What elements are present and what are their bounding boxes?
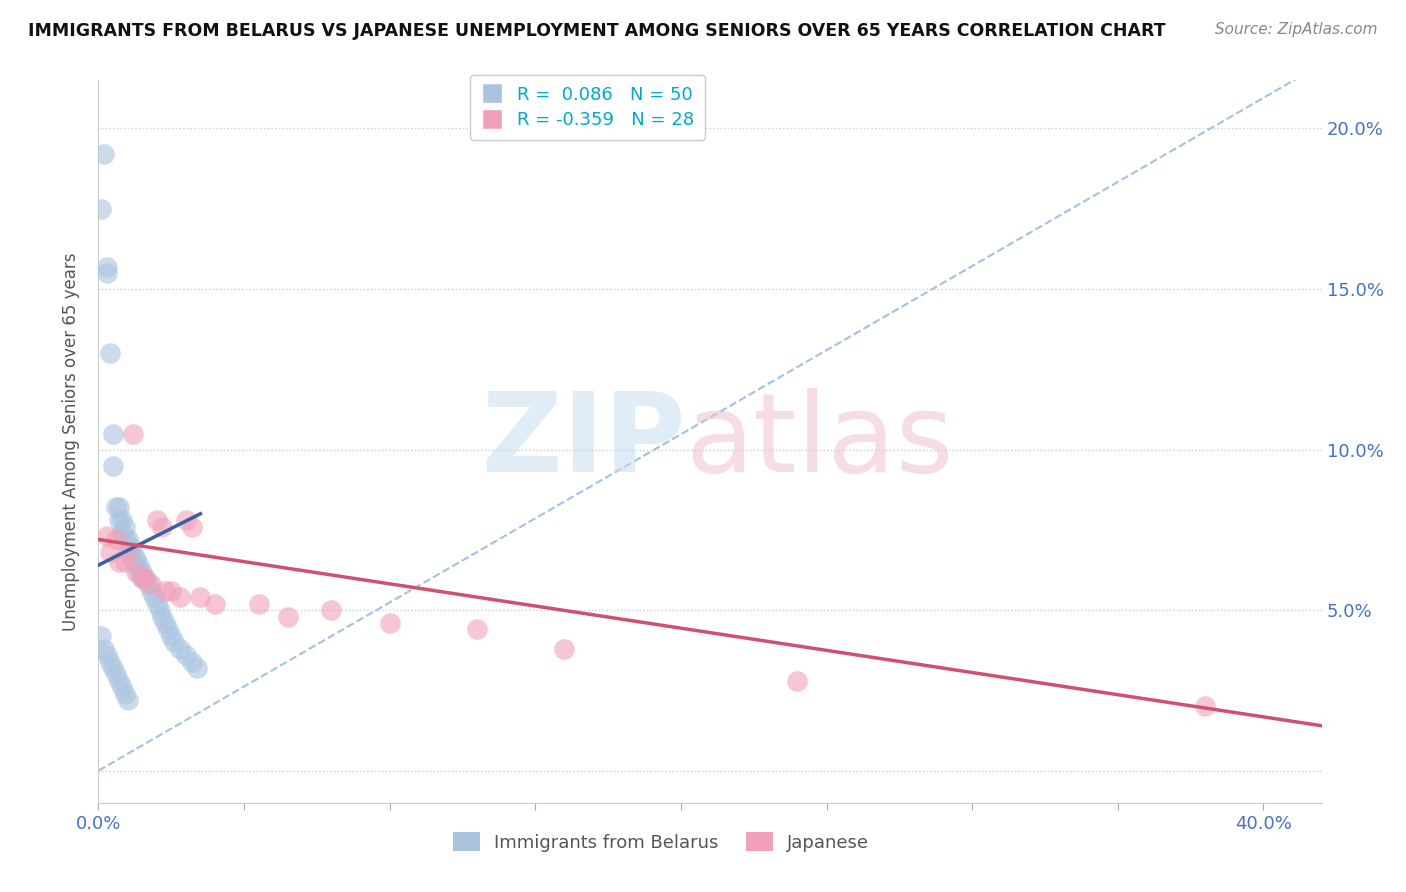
Point — [125, 558, 148, 573]
Point — [96, 260, 118, 274]
Point — [160, 583, 183, 598]
Point — [139, 583, 162, 598]
Point — [98, 655, 121, 669]
Point — [114, 533, 136, 547]
Point — [111, 680, 134, 694]
Point — [160, 629, 183, 643]
Point — [114, 687, 136, 701]
Point — [90, 629, 112, 643]
Point — [277, 609, 299, 624]
Point — [111, 513, 134, 527]
Point — [204, 597, 226, 611]
Text: IMMIGRANTS FROM BELARUS VS JAPANESE UNEMPLOYMENT AMONG SENIORS OVER 65 YEARS COR: IMMIGRANTS FROM BELARUS VS JAPANESE UNEM… — [28, 22, 1166, 40]
Point — [174, 513, 197, 527]
Point — [90, 202, 112, 216]
Point — [321, 603, 343, 617]
Point — [131, 571, 153, 585]
Point — [108, 555, 131, 569]
Point — [120, 545, 142, 559]
Point — [131, 571, 153, 585]
Point — [180, 655, 202, 669]
Point — [169, 641, 191, 656]
Point — [120, 539, 142, 553]
Point — [104, 500, 127, 515]
Legend: Immigrants from Belarus, Japanese: Immigrants from Belarus, Japanese — [446, 825, 876, 859]
Point — [152, 519, 174, 533]
Text: ZIP: ZIP — [482, 388, 686, 495]
Text: Source: ZipAtlas.com: Source: ZipAtlas.com — [1215, 22, 1378, 37]
Point — [122, 545, 145, 559]
Point — [186, 661, 208, 675]
Point — [125, 565, 148, 579]
Point — [155, 583, 177, 598]
Point — [96, 648, 118, 662]
Point — [125, 551, 148, 566]
Point — [117, 693, 139, 707]
Point — [108, 500, 131, 515]
Point — [188, 591, 212, 605]
Point — [101, 661, 124, 675]
Point — [134, 571, 156, 585]
Point — [114, 519, 136, 533]
Point — [1194, 699, 1216, 714]
Point — [131, 565, 153, 579]
Point — [149, 603, 172, 617]
Point — [174, 648, 197, 662]
Point — [96, 529, 118, 543]
Point — [786, 673, 808, 688]
Point — [104, 533, 127, 547]
Point — [117, 545, 139, 559]
Point — [180, 519, 202, 533]
Point — [128, 558, 150, 573]
Point — [155, 615, 177, 630]
Point — [117, 533, 139, 547]
Point — [139, 577, 162, 591]
Point — [378, 615, 401, 630]
Point — [142, 591, 165, 605]
Point — [128, 565, 150, 579]
Point — [465, 623, 488, 637]
Point — [553, 641, 575, 656]
Point — [145, 597, 167, 611]
Point — [169, 591, 191, 605]
Point — [163, 635, 186, 649]
Point — [152, 609, 174, 624]
Point — [98, 346, 121, 360]
Point — [108, 513, 131, 527]
Text: atlas: atlas — [686, 388, 955, 495]
Point — [104, 667, 127, 681]
Point — [101, 426, 124, 441]
Point — [145, 513, 167, 527]
Point — [111, 526, 134, 541]
Y-axis label: Unemployment Among Seniors over 65 years: Unemployment Among Seniors over 65 years — [62, 252, 80, 631]
Point — [93, 641, 115, 656]
Point — [101, 458, 124, 473]
Point — [93, 147, 115, 161]
Point — [114, 555, 136, 569]
Point — [122, 551, 145, 566]
Point — [247, 597, 270, 611]
Point — [136, 577, 159, 591]
Point — [96, 266, 118, 280]
Point — [134, 571, 156, 585]
Point — [98, 545, 121, 559]
Point — [122, 426, 145, 441]
Point — [108, 673, 131, 688]
Point — [157, 623, 180, 637]
